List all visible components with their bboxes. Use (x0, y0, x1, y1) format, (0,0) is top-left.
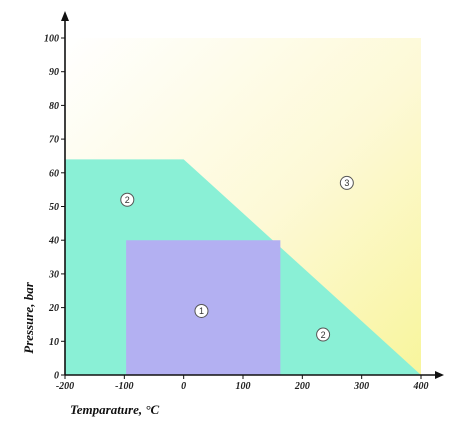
y-tick-label: 90 (49, 67, 59, 78)
y-axis-arrow-icon (61, 11, 69, 21)
x-tick-label: -100 (115, 381, 133, 392)
axes-layer: -200 -100 0 100 200 300 400 0 10 20 30 40 50 60 70 80 90… (44, 11, 444, 392)
zones-layer (65, 38, 421, 375)
x-tick-label: 400 (413, 381, 429, 392)
x-tick-label: 100 (236, 381, 251, 392)
y-axis-title: Pressure, bar (21, 281, 36, 353)
y-tick-label: 30 (48, 269, 59, 280)
x-axis-arrow-icon (435, 371, 444, 379)
x-tick-label: 300 (353, 381, 369, 392)
labels-layer: 3 2 2 1 (120, 175, 354, 342)
x-tick-label: -200 (56, 381, 74, 392)
zone-2-marker-2 (316, 327, 331, 342)
zone-1-marker (194, 303, 209, 318)
x-tick-label: 200 (294, 381, 310, 392)
y-tick-label: 60 (49, 168, 59, 179)
y-tick-label: 10 (49, 337, 59, 348)
y-tick-label: 100 (44, 34, 59, 45)
zone-2-label: 2 (125, 195, 130, 205)
zone-3-marker (339, 175, 354, 190)
x-axis-title: Temparature, °C (70, 402, 160, 417)
zone-3-label: 3 (344, 178, 349, 188)
y-tick-label: 70 (49, 135, 59, 146)
y-tick-label: 80 (49, 101, 59, 112)
y-tick-label: 40 (48, 236, 59, 247)
y-tick-label: 0 (54, 371, 59, 382)
x-tick-label: 0 (181, 381, 186, 392)
zone-2-marker (120, 192, 135, 207)
zone-1-label: 1 (199, 306, 204, 316)
y-tick-label: 20 (48, 303, 59, 314)
y-tick-label: 50 (49, 202, 59, 213)
zone-2-label-2: 2 (321, 330, 326, 340)
